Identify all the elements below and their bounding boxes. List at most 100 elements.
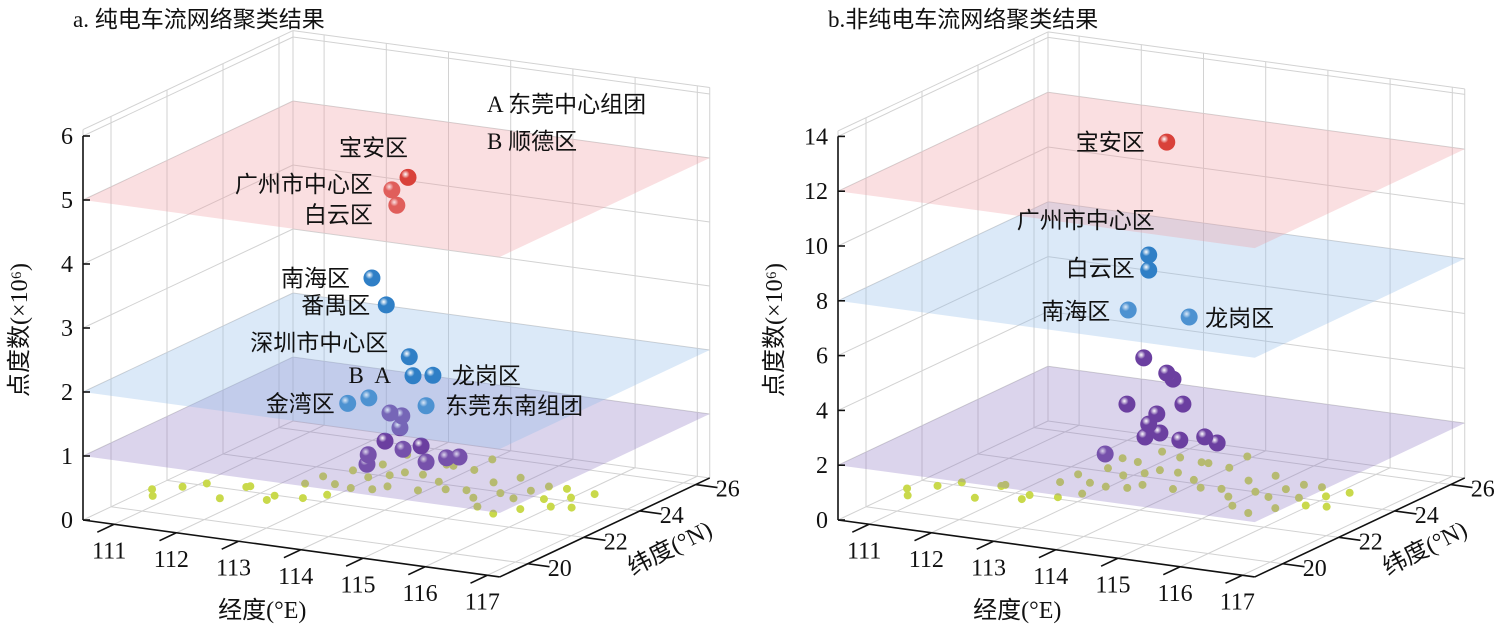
background-data-point	[202, 479, 211, 488]
cluster-1-data-point	[383, 181, 401, 199]
background-data-point	[1345, 488, 1354, 497]
background-data-point	[516, 505, 525, 514]
side-wall-gridline	[837, 420, 1049, 521]
floor-gridline	[113, 424, 325, 525]
x-tick-mark	[1100, 557, 1119, 567]
x-axis-line	[837, 519, 1255, 578]
background-data-point	[1085, 478, 1094, 487]
x-tick-label: 114	[278, 564, 313, 590]
back-wall-gridline	[1047, 365, 1465, 424]
back-wall-gridline	[1047, 31, 1465, 90]
background-data-point	[489, 478, 498, 487]
background-data-point	[1123, 483, 1132, 492]
cluster-threshold-plane	[838, 366, 1465, 523]
floor-gridline	[487, 475, 698, 576]
cluster-3-data-point	[1136, 428, 1154, 446]
cluster-3-data-point	[1135, 349, 1153, 367]
y-tick-label: 24	[660, 503, 684, 529]
z-tick-label: 8	[816, 289, 828, 315]
background-data-point	[1225, 463, 1234, 472]
x-tick-label: 111	[92, 538, 126, 564]
background-data-point	[434, 477, 443, 486]
point-label: 金湾区	[266, 391, 335, 416]
background-data-point	[1074, 470, 1083, 479]
point-label: 白云区	[304, 202, 373, 227]
cluster-2-data-point	[360, 389, 378, 407]
point-label: 宝安区	[339, 135, 408, 160]
background-data-point	[957, 478, 966, 487]
z-tick-label: 14	[804, 124, 828, 150]
annotation-note: A 东莞中心组团	[487, 92, 646, 117]
cluster-3-data-point	[394, 440, 412, 458]
background-data-point	[1053, 493, 1062, 502]
background-data-point	[1025, 491, 1034, 500]
back-wall-gridline	[1047, 36, 1465, 95]
background-data-point	[346, 484, 355, 493]
side-wall-gridline	[82, 420, 294, 521]
z-tick-label: 10	[804, 234, 828, 260]
side-wall-gridline	[837, 31, 1049, 132]
x-tick-mark	[1225, 574, 1243, 584]
background-data-point	[526, 486, 535, 495]
background-data-point	[1204, 459, 1213, 468]
floor-gridline	[424, 467, 636, 568]
background-data-point	[1217, 484, 1226, 493]
cluster-2-data-point	[417, 397, 435, 415]
background-data-point	[546, 502, 555, 511]
back-wall-gridline	[292, 36, 710, 95]
side-wall-gridline	[837, 91, 1049, 192]
y-tick-mark	[583, 536, 606, 542]
background-data-point	[441, 485, 450, 494]
floor-gridline	[1242, 475, 1453, 576]
background-data-point	[1138, 480, 1147, 489]
y-tick-label: 26	[1471, 477, 1495, 503]
background-data-point	[1271, 471, 1280, 480]
side-wall-gridline	[82, 100, 294, 201]
background-data-point	[246, 482, 255, 491]
floor-gridline	[1117, 458, 1329, 559]
side-wall-gridline	[837, 256, 1049, 357]
background-data-point	[903, 491, 912, 500]
point-label: 番禺区	[301, 293, 370, 318]
background-data-point	[301, 479, 310, 488]
point-label: 南海区	[281, 266, 350, 291]
cluster-threshold-plane	[83, 101, 710, 257]
point-label: 南海区	[1041, 299, 1110, 324]
background-data-point	[1322, 492, 1330, 501]
background-data-point	[298, 494, 307, 503]
annotation-note: B 顺德区	[487, 129, 577, 154]
x-tick-label: 112	[909, 547, 944, 573]
background-data-point	[330, 480, 339, 489]
background-data-point	[319, 472, 328, 481]
background-data-point	[1224, 492, 1233, 501]
x-tick-label: 115	[340, 572, 375, 598]
x-tick-mark	[851, 523, 870, 533]
background-data-point	[970, 493, 979, 502]
y-tick-mark	[1394, 510, 1417, 515]
background-data-point	[489, 509, 498, 518]
background-data-point	[469, 493, 478, 502]
cluster-threshold-plane	[838, 92, 1465, 249]
background-data-point	[539, 495, 548, 504]
background-data-point	[1101, 482, 1110, 491]
back-wall-gridline	[292, 164, 710, 223]
x-tick-label: 113	[971, 555, 1006, 581]
floor-gridline	[176, 433, 387, 534]
y-axis-line	[499, 477, 711, 578]
x-tick-mark	[283, 549, 302, 559]
z-tick-label: 2	[816, 453, 828, 479]
background-data-point	[1244, 476, 1253, 485]
cluster-2-data-point	[400, 348, 418, 366]
background-data-point	[462, 486, 471, 495]
point-label: 龙岗区	[1205, 306, 1274, 331]
side-wall-gridline	[82, 36, 294, 137]
point-label: 宝安区	[1076, 130, 1145, 155]
background-data-point	[1196, 483, 1205, 492]
x-tick-label: 116	[1158, 581, 1193, 607]
background-data-point	[567, 503, 576, 512]
point-label: 白云区	[1066, 256, 1135, 281]
x-tick-label: 112	[154, 547, 189, 573]
z-tick-label: 1	[61, 444, 73, 470]
